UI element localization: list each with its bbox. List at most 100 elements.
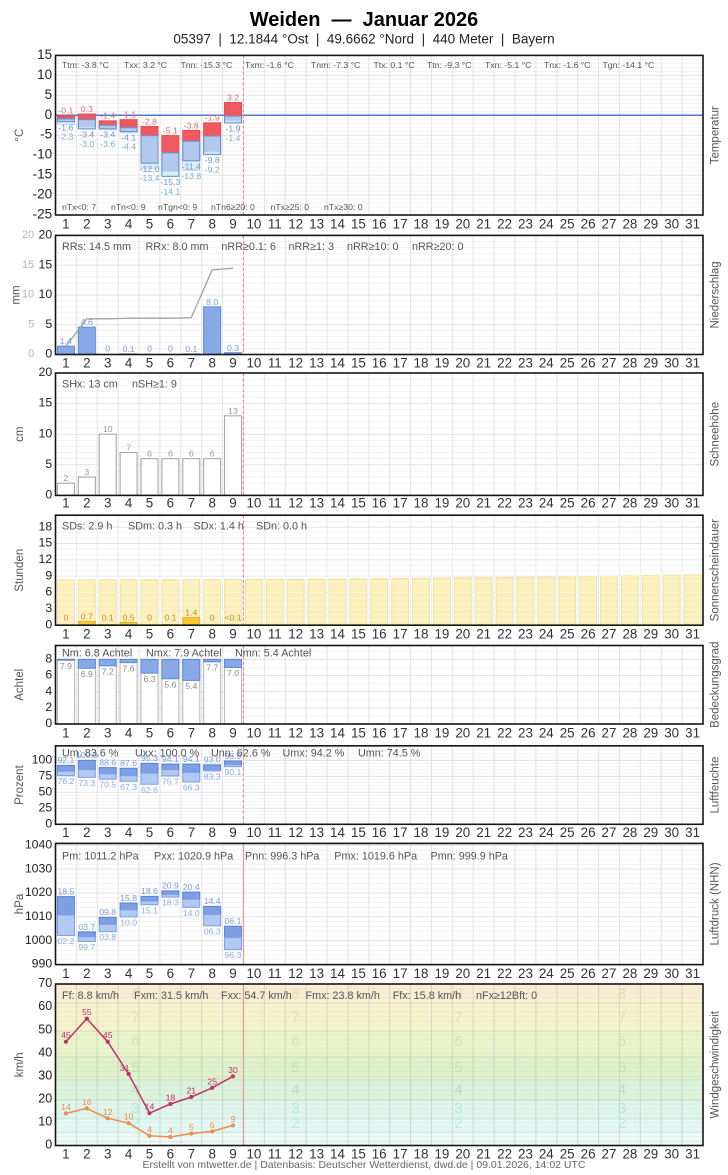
svg-text:4: 4 — [125, 725, 133, 740]
svg-text:4: 4 — [125, 825, 133, 840]
svg-text:19: 19 — [434, 825, 449, 840]
svg-text:3.2: 3.2 — [227, 92, 239, 102]
svg-text:25: 25 — [560, 825, 575, 840]
svg-text:nTx≥25: 0: nTx≥25: 0 — [271, 202, 310, 212]
svg-text:23: 23 — [518, 1147, 533, 1162]
svg-text:26: 26 — [581, 217, 596, 232]
svg-text:Txx: 3.2 °C: Txx: 3.2 °C — [124, 60, 167, 70]
svg-text:Ttm: -3.8 °C: Ttm: -3.8 °C — [62, 60, 109, 70]
svg-text:10: 10 — [39, 287, 53, 301]
svg-text:15: 15 — [351, 496, 366, 511]
svg-text:3: 3 — [104, 496, 111, 511]
svg-text:22: 22 — [497, 725, 512, 740]
svg-text:5: 5 — [146, 627, 153, 642]
svg-text:1: 1 — [62, 356, 69, 371]
svg-text:76.2: 76.2 — [57, 776, 74, 786]
svg-text:20: 20 — [455, 1147, 470, 1162]
svg-text:-12.0: -12.0 — [140, 164, 160, 174]
svg-text:19: 19 — [434, 356, 449, 371]
svg-text:7: 7 — [188, 356, 195, 371]
svg-text:Uxx: 100.0 %: Uxx: 100.0 % — [135, 747, 200, 759]
svg-text:21: 21 — [476, 966, 491, 981]
svg-text:20.9: 20.9 — [162, 881, 179, 891]
svg-text:0: 0 — [63, 613, 68, 623]
svg-text:15: 15 — [351, 966, 366, 981]
svg-text:11: 11 — [268, 627, 282, 642]
svg-text:26: 26 — [581, 627, 596, 642]
svg-text:km/h: km/h — [14, 1052, 26, 1077]
svg-text:Tnx: -1.6 °C: Tnx: -1.6 °C — [544, 60, 590, 70]
svg-text:7: 7 — [188, 217, 195, 232]
svg-text:24: 24 — [539, 1147, 554, 1162]
svg-text:24: 24 — [539, 825, 554, 840]
svg-text:27: 27 — [602, 627, 617, 642]
svg-text:1020: 1020 — [25, 885, 53, 899]
svg-text:95.3: 95.3 — [141, 753, 158, 763]
svg-text:25: 25 — [39, 800, 53, 814]
svg-text:88.6: 88.6 — [99, 758, 116, 768]
svg-text:-1.9: -1.9 — [226, 124, 241, 134]
svg-text:28: 28 — [622, 496, 637, 511]
svg-text:20: 20 — [39, 365, 53, 379]
svg-text:2: 2 — [131, 1115, 139, 1132]
svg-text:3: 3 — [291, 1100, 299, 1117]
svg-text:-5.1: -5.1 — [163, 125, 178, 135]
svg-text:24: 24 — [539, 496, 554, 511]
svg-text:21: 21 — [186, 1086, 196, 1096]
svg-text:0.1: 0.1 — [185, 344, 197, 354]
svg-text:10: 10 — [246, 627, 261, 642]
svg-text:Txn: -5.1 °C: Txn: -5.1 °C — [485, 60, 531, 70]
svg-text:Fxx: 54.7 km/h: Fxx: 54.7 km/h — [221, 990, 292, 1002]
svg-text:23: 23 — [518, 356, 533, 371]
svg-text:15: 15 — [351, 217, 366, 232]
svg-text:3: 3 — [104, 825, 111, 840]
svg-text:7.9: 7.9 — [60, 661, 72, 671]
svg-text:10: 10 — [246, 725, 261, 740]
svg-text:31: 31 — [120, 1063, 130, 1073]
svg-text:09.8: 09.8 — [99, 907, 116, 917]
svg-text:6: 6 — [167, 356, 174, 371]
svg-text:3: 3 — [104, 356, 111, 371]
svg-text:12: 12 — [39, 552, 53, 566]
svg-text:30: 30 — [664, 356, 679, 371]
svg-text:16: 16 — [82, 1097, 92, 1107]
svg-text:15: 15 — [37, 47, 52, 62]
svg-text:10: 10 — [246, 356, 261, 371]
svg-text:8: 8 — [208, 217, 215, 232]
svg-text:10: 10 — [39, 426, 53, 440]
svg-text:6: 6 — [167, 1147, 174, 1162]
svg-text:5: 5 — [131, 1059, 139, 1076]
svg-text:24: 24 — [539, 966, 554, 981]
svg-text:75.7: 75.7 — [162, 776, 179, 786]
svg-text:5: 5 — [45, 457, 52, 471]
svg-text:25: 25 — [560, 725, 575, 740]
svg-text:Erstellt von mtwetter.de | Dat: Erstellt von mtwetter.de | Datenbasis: D… — [143, 1159, 586, 1171]
svg-text:19: 19 — [434, 1147, 449, 1162]
svg-text:SDx: 1.4 h: SDx: 1.4 h — [194, 520, 244, 532]
svg-text:20.4: 20.4 — [183, 882, 200, 892]
svg-text:16: 16 — [372, 356, 387, 371]
svg-text:5: 5 — [618, 1059, 626, 1076]
svg-text:11: 11 — [268, 966, 282, 981]
svg-text:6: 6 — [167, 496, 174, 511]
svg-text:06.1: 06.1 — [225, 916, 242, 926]
svg-text:27: 27 — [602, 217, 617, 232]
svg-text:24: 24 — [539, 725, 554, 740]
svg-text:16: 16 — [372, 496, 387, 511]
svg-text:-1.4: -1.4 — [100, 111, 115, 121]
svg-text:18: 18 — [166, 1093, 176, 1103]
svg-text:3: 3 — [45, 601, 52, 615]
svg-text:nRR≥1: 3: nRR≥1: 3 — [289, 241, 335, 253]
svg-text:31: 31 — [685, 496, 700, 511]
svg-text:0.3: 0.3 — [81, 104, 93, 114]
svg-text:11: 11 — [268, 356, 282, 371]
svg-text:Stunden: Stunden — [14, 549, 26, 592]
svg-text:2: 2 — [45, 700, 52, 714]
svg-text:18: 18 — [414, 356, 429, 371]
svg-text:31: 31 — [685, 356, 700, 371]
svg-text:20: 20 — [455, 627, 470, 642]
svg-text:14: 14 — [330, 1147, 345, 1162]
svg-text:Pm: 1011.2 hPa: Pm: 1011.2 hPa — [62, 850, 139, 862]
svg-text:9: 9 — [229, 966, 236, 981]
svg-text:13: 13 — [228, 406, 238, 416]
